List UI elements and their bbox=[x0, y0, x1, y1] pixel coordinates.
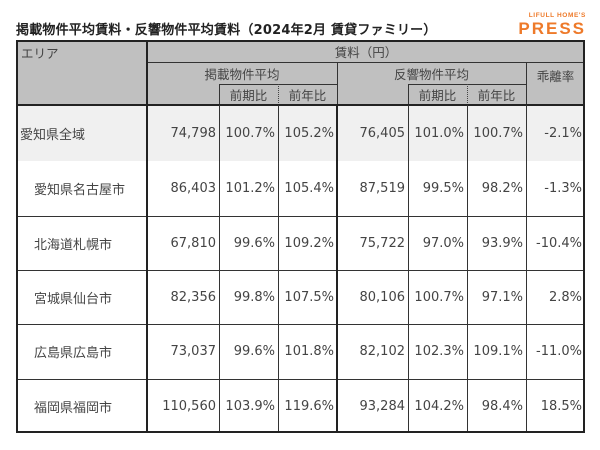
divider bbox=[16, 379, 585, 380]
row-area: 愛知県名古屋市 bbox=[34, 183, 126, 198]
listed-qoq: 100.7% bbox=[225, 126, 275, 141]
divider bbox=[16, 270, 585, 271]
inquiry-qoq: 104.2% bbox=[414, 398, 464, 414]
listed-yoy: 105.4% bbox=[284, 181, 334, 196]
divider bbox=[278, 105, 279, 433]
header-rent: 賃料（円） bbox=[147, 40, 585, 62]
header-divergence: 乖離率 bbox=[526, 62, 585, 105]
listed-avg: 73,037 bbox=[170, 344, 217, 359]
header-listed-avg: 掲載物件平均 bbox=[147, 62, 337, 84]
inquiry-yoy: 98.4% bbox=[481, 398, 523, 414]
divider bbox=[337, 62, 338, 105]
listed-qoq: 99.6% bbox=[233, 235, 275, 251]
header-inquiry-qoq: 前期比 bbox=[408, 84, 467, 105]
listed-avg: 74,798 bbox=[170, 126, 217, 141]
listed-qoq: 101.2% bbox=[225, 181, 275, 196]
inquiry-qoq: 102.3% bbox=[414, 344, 464, 359]
listed-yoy: 105.2% bbox=[284, 126, 334, 141]
logo-brand-small: LIFULL HOME'S bbox=[528, 12, 586, 19]
header-inquiry-blank bbox=[337, 84, 408, 105]
listed-yoy: 101.8% bbox=[284, 344, 334, 359]
divider bbox=[408, 105, 409, 433]
highlight-row-bg bbox=[16, 106, 585, 161]
inquiry-qoq: 100.7% bbox=[414, 289, 464, 305]
header-listed-blank bbox=[147, 84, 219, 105]
divider bbox=[16, 216, 585, 217]
inquiry-avg: 87,519 bbox=[359, 181, 406, 196]
divider bbox=[219, 84, 220, 105]
inquiry-avg: 75,722 bbox=[359, 235, 406, 251]
divider bbox=[526, 62, 527, 105]
page-title: 掲載物件平均賃料・反響物件平均賃料（2024年2月 賃貸ファミリー） bbox=[16, 23, 437, 38]
divergence: -2.1% bbox=[544, 126, 582, 141]
header-listed-qoq: 前期比 bbox=[219, 84, 278, 105]
row-area: 愛知県全域 bbox=[20, 128, 86, 143]
divider bbox=[526, 105, 527, 433]
inquiry-qoq: 101.0% bbox=[414, 126, 464, 141]
listed-yoy: 107.5% bbox=[284, 289, 334, 305]
header-area: エリア bbox=[16, 40, 147, 105]
inquiry-avg: 80,106 bbox=[359, 289, 406, 305]
listed-qoq: 99.8% bbox=[233, 289, 275, 305]
divider bbox=[467, 105, 468, 433]
divider bbox=[16, 104, 585, 106]
listed-qoq: 99.6% bbox=[233, 344, 275, 359]
inquiry-yoy: 98.2% bbox=[481, 181, 523, 196]
divergence: 18.5% bbox=[540, 398, 582, 414]
header-listed-yoy: 前年比 bbox=[278, 84, 337, 105]
listed-yoy: 119.6% bbox=[284, 398, 334, 414]
listed-avg: 110,560 bbox=[162, 398, 216, 414]
divider bbox=[408, 84, 409, 105]
inquiry-yoy: 93.9% bbox=[481, 235, 523, 251]
listed-avg: 86,403 bbox=[170, 181, 217, 196]
inquiry-yoy: 97.1% bbox=[481, 289, 523, 305]
inquiry-yoy: 100.7% bbox=[473, 126, 523, 141]
divider bbox=[336, 105, 338, 433]
divider bbox=[16, 324, 585, 325]
inquiry-avg: 82,102 bbox=[359, 344, 406, 359]
listed-avg: 82,356 bbox=[170, 289, 217, 305]
rent-table: エリア 賃料（円） 掲載物件平均 反響物件平均 乖離率 前期比 前年比 前期比 … bbox=[16, 40, 585, 433]
listed-yoy: 109.2% bbox=[284, 235, 334, 251]
divider bbox=[146, 40, 148, 433]
divergence: -11.0% bbox=[536, 344, 582, 359]
row-area: 北海道札幌市 bbox=[34, 237, 113, 253]
row-area: 広島県広島市 bbox=[34, 346, 113, 361]
listed-avg: 67,810 bbox=[170, 235, 217, 251]
inquiry-qoq: 99.5% bbox=[422, 181, 464, 196]
listed-qoq: 103.9% bbox=[225, 398, 275, 414]
logo-brand-big: PRESS bbox=[518, 19, 586, 38]
divider bbox=[467, 84, 468, 105]
inquiry-avg: 76,405 bbox=[359, 126, 406, 141]
inquiry-qoq: 97.0% bbox=[422, 235, 464, 251]
inquiry-yoy: 109.1% bbox=[473, 344, 523, 359]
inquiry-avg: 93,284 bbox=[359, 398, 406, 414]
divergence: -1.3% bbox=[544, 181, 582, 196]
header-inquiry-yoy: 前年比 bbox=[467, 84, 526, 105]
divergence: -10.4% bbox=[536, 235, 582, 251]
divergence: 2.8% bbox=[548, 289, 582, 305]
divider bbox=[147, 62, 585, 63]
header-inquiry-avg: 反響物件平均 bbox=[337, 62, 526, 84]
brand-logo: LIFULL HOME'S PRESS bbox=[518, 12, 586, 37]
row-area: 宮城県仙台市 bbox=[34, 291, 113, 307]
row-area: 福岡県福岡市 bbox=[34, 400, 113, 416]
divider bbox=[278, 84, 279, 105]
divider bbox=[219, 105, 220, 433]
